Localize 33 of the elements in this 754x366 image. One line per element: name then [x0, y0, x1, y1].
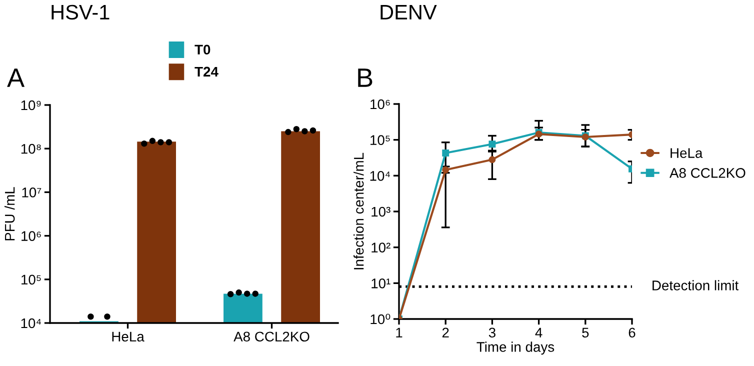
y-tick-label: 10⁷ — [22, 188, 42, 198]
legend-label: A8 CCL2KO — [670, 168, 746, 178]
x-tick-label: 2 — [442, 328, 449, 338]
x-tick-label: 4 — [535, 328, 542, 338]
x-tick-label: 6 — [628, 328, 636, 338]
y-tick-label: 10⁵ — [370, 135, 390, 146]
y-tick-label: 10¹ — [372, 278, 390, 288]
x-axis-title: Time in days — [476, 342, 554, 355]
legend-label: HeLa — [670, 148, 703, 158]
text: B — [358, 68, 372, 87]
y-tick-label: 10³ — [372, 206, 390, 217]
y-tick-label: 10⁴ — [21, 318, 41, 328]
x-tick-label: 1 — [396, 328, 402, 338]
text: A — [7, 68, 25, 87]
chart-title: HSV-1 — [52, 4, 110, 20]
ref-line-label: Detection limit — [652, 280, 739, 290]
y-axis-title: PFU /mL — [4, 187, 15, 240]
y-tick-label: 10⁵ — [22, 274, 41, 285]
legend-label: T24 — [194, 66, 218, 77]
y-tick-label: 10⁰ — [370, 314, 390, 324]
y-tick-label: 10² — [372, 242, 390, 253]
y-tick-label: 10⁸ — [21, 144, 41, 154]
legend-label: T0 — [194, 44, 210, 55]
chart-title: DENV — [380, 5, 437, 20]
x-tick-label: 5 — [582, 328, 589, 338]
y-axis-title: Infection center/mL — [354, 152, 364, 270]
y-tick-label: 10⁶ — [22, 231, 41, 241]
x-tick-label: HeLa — [112, 332, 144, 342]
y-tick-label: 10⁹ — [21, 100, 41, 110]
y-tick-label: 10⁶ — [370, 99, 390, 110]
x-tick-label: 3 — [488, 328, 496, 338]
y-tick-label: 10⁴ — [370, 171, 390, 181]
x-tick-label: A8 CCL2KO — [234, 332, 310, 342]
